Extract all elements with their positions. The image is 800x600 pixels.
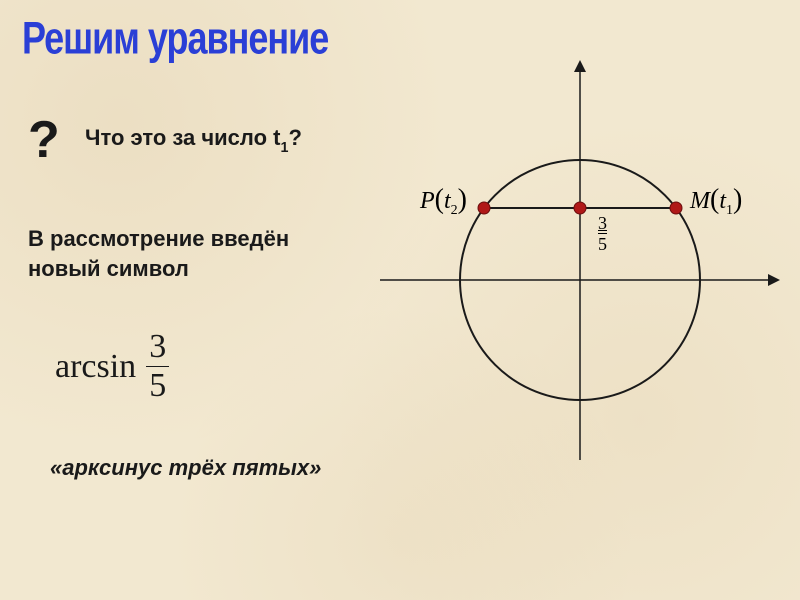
intro-line1: В рассмотрение введён [28,224,289,254]
label-frac-den: 5 [598,235,607,253]
formula-num: 3 [146,330,169,366]
y-axis-arrow [574,60,586,72]
x-axis-arrow [768,274,780,286]
intro-line2: новый символ [28,254,289,284]
formula-fraction: 3 5 [146,330,169,403]
label-p: P(t2) [420,184,467,219]
label-m-var: M [690,188,710,214]
label-m: M(t1) [690,184,742,219]
label-p-arg: t [444,188,451,214]
formula-den: 5 [146,367,169,403]
label-fraction: 3 5 [598,214,607,253]
point-m [670,202,682,214]
title-text: Решим уравнение [22,12,328,63]
unit-circle-diagram: P(t2) M(t1) 3 5 [380,60,780,460]
label-p-sub: 2 [451,203,458,218]
arcsin-formula: arcsin 3 5 [55,330,169,403]
question-suffix: ? [288,125,301,150]
label-frac-num: 3 [598,214,607,232]
label-m-arg: t [719,188,726,214]
intro-text: В рассмотрение введён новый символ [28,224,289,283]
question-mark: ? [28,110,60,170]
question-text: Что это за число t1? [85,125,302,154]
formula-func: arcsin [55,348,136,386]
label-m-sub: 1 [726,203,733,218]
diagram-svg [380,60,780,460]
point-p [478,202,490,214]
slide-title: Решим уравнение [22,12,328,65]
point-center [574,202,586,214]
arcsin-caption: «арксинус трёх пятых» [50,455,321,481]
question-sub: 1 [280,140,288,156]
label-p-var: P [420,188,435,214]
question-prefix: Что это за число t [85,125,280,150]
